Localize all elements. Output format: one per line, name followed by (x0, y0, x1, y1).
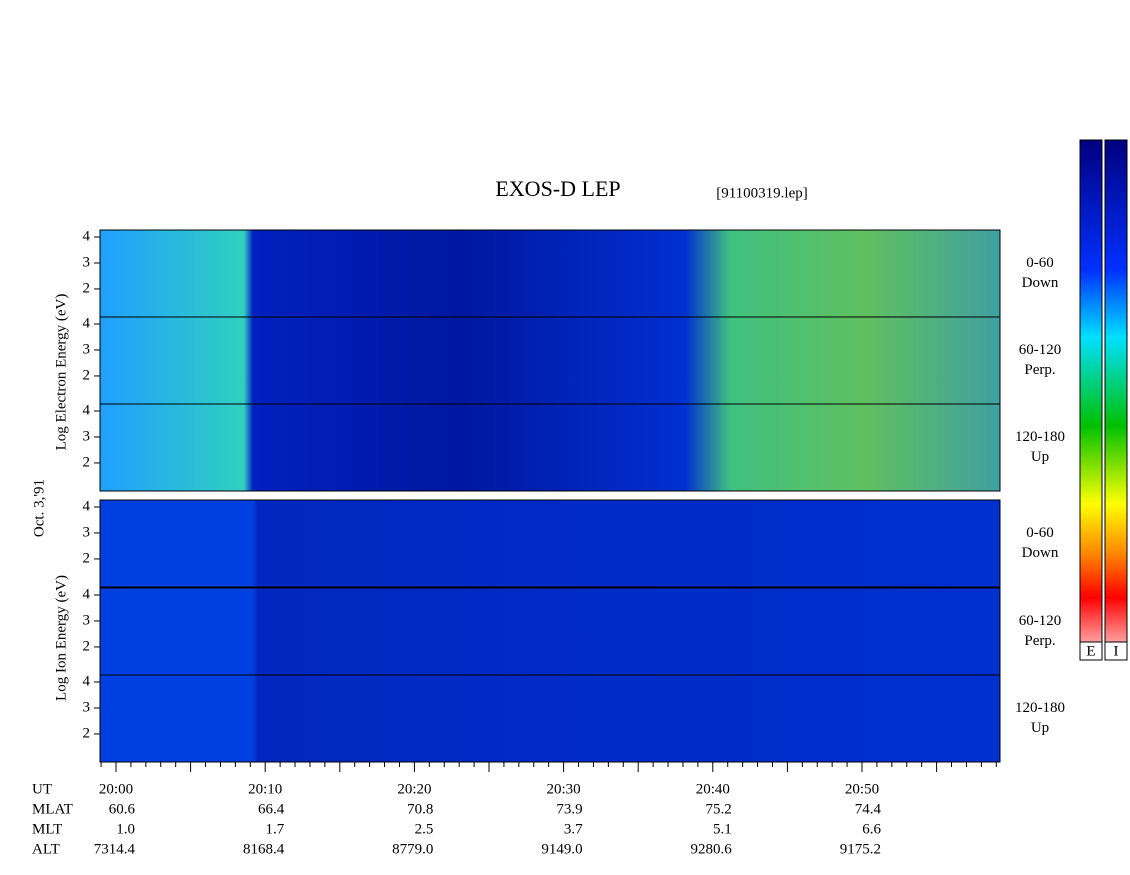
row-value: 66.4 (258, 801, 285, 817)
panel-range: 60-120 (1019, 342, 1062, 358)
row-value: 75.2 (706, 801, 732, 817)
y-tick-label: 2 (83, 638, 91, 654)
panel-direction: Down (1022, 545, 1059, 561)
row-value: 20:10 (248, 781, 282, 797)
y-tick-label: 2 (83, 725, 91, 741)
row-value: 20:00 (99, 781, 133, 797)
spectrogram-panel (99, 674, 1001, 763)
row-value: 20:30 (547, 781, 581, 797)
row-label: MLT (32, 821, 62, 837)
panel-range: 0-60 (1026, 255, 1054, 271)
colorbar (1104, 139, 1128, 661)
colorbar-label: E (1086, 643, 1095, 659)
date-label: Oct. 3,'91 (31, 479, 47, 537)
row-value: 9149.0 (541, 841, 582, 857)
row-value: 20:40 (696, 781, 730, 797)
panel-direction: Perp. (1024, 633, 1055, 649)
colorbar-label: I (1114, 643, 1119, 659)
row-label: ALT (32, 841, 60, 857)
y-tick-label: 3 (83, 524, 91, 540)
y-tick-label: 4 (83, 402, 91, 418)
row-value: 3.7 (564, 821, 583, 837)
row-value: 7314.4 (94, 841, 136, 857)
spectrogram-panel (99, 316, 1001, 405)
y-tick-label: 3 (83, 341, 91, 357)
row-value: 6.6 (862, 821, 881, 837)
y-tick-label: 2 (83, 550, 91, 566)
panel-range: 60-120 (1019, 613, 1062, 629)
y-tick-label: 2 (83, 280, 91, 296)
panel-range: 0-60 (1026, 525, 1054, 541)
colorbar-box (1104, 641, 1128, 661)
spectrogram-panel (99, 229, 1001, 318)
y-tick-label: 4 (83, 315, 91, 331)
colorbar (1079, 139, 1103, 661)
y-tick-label: 3 (83, 612, 91, 628)
y-tick-label: 4 (83, 498, 91, 514)
y-tick-label: 3 (83, 699, 91, 715)
panel-direction: Perp. (1024, 362, 1055, 378)
spectrogram-panel (99, 403, 1001, 492)
title: EXOS-D LEP (495, 176, 620, 201)
colorbar-box (1079, 641, 1103, 661)
row-value: 8168.4 (243, 841, 285, 857)
row-value: 73.9 (556, 801, 582, 817)
y-tick-label: 4 (83, 228, 91, 244)
electron-axis-label: Log Electron Energy (eV) (53, 294, 69, 451)
y-tick-label: 3 (83, 254, 91, 270)
panel-direction: Up (1031, 720, 1049, 736)
row-value: 20:50 (845, 781, 879, 797)
panel-range: 120-180 (1015, 429, 1065, 445)
row-value: 20:20 (397, 781, 431, 797)
spectrogram-panel (99, 587, 1001, 676)
row-value: 1.0 (116, 821, 135, 837)
spectrogram-panel (99, 499, 1001, 588)
row-value: 60.6 (109, 801, 136, 817)
panel-range: 120-180 (1015, 700, 1065, 716)
y-tick-label: 4 (83, 586, 91, 602)
row-value: 74.4 (855, 801, 882, 817)
y-tick-label: 4 (83, 673, 91, 689)
row-value: 70.8 (407, 801, 433, 817)
row-label: MLAT (32, 801, 73, 817)
row-value: 8779.0 (392, 841, 433, 857)
row-label: UT (32, 781, 52, 797)
panel-direction: Down (1022, 275, 1059, 291)
row-value: 9280.6 (691, 841, 733, 857)
file-name: [91100319.lep] (716, 185, 808, 201)
row-value: 9175.2 (840, 841, 881, 857)
y-tick-label: 2 (83, 454, 91, 470)
row-value: 1.7 (265, 821, 284, 837)
y-tick-label: 3 (83, 428, 91, 444)
ion-axis-label: Log Ion Energy (eV) (53, 575, 69, 701)
row-value: 2.5 (415, 821, 434, 837)
row-value: 5.1 (713, 821, 732, 837)
y-tick-label: 2 (83, 367, 91, 383)
panel-direction: Up (1031, 449, 1049, 465)
